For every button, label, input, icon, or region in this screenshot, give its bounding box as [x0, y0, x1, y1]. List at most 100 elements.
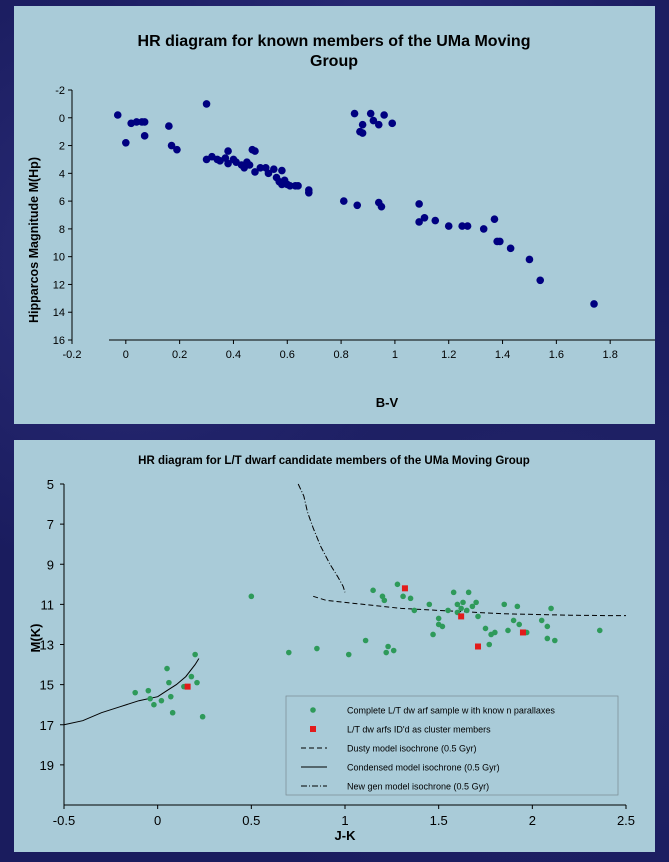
data-point: [224, 147, 232, 155]
data-point-member: [458, 613, 465, 620]
data-point-dwarf: [482, 625, 489, 632]
data-point: [353, 201, 362, 210]
y-tick-label: 5: [47, 477, 54, 492]
data-point-dwarf: [394, 581, 401, 588]
data-point-dwarf: [463, 607, 470, 614]
y-tick-label: 16: [53, 335, 65, 347]
data-point-dwarf: [151, 701, 157, 708]
data-point-dwarf: [426, 601, 433, 608]
data-point-dwarf: [169, 709, 176, 716]
data-point-dwarf: [465, 589, 472, 596]
data-point: [536, 276, 545, 285]
x-axis-label: B-V: [376, 395, 399, 410]
data-point-dwarf: [400, 593, 406, 600]
data-point-dwarf: [486, 641, 493, 648]
data-point-member: [475, 643, 482, 650]
data-point: [140, 132, 149, 140]
data-point-dwarf: [166, 679, 172, 686]
data-point: [358, 120, 367, 129]
data-point: [294, 182, 302, 190]
y-tick-label: -2: [55, 85, 65, 97]
data-point-dwarf: [147, 695, 153, 702]
data-point-dwarf: [473, 599, 479, 606]
data-point-dwarf: [286, 649, 292, 656]
data-point-dwarf: [450, 589, 457, 596]
data-point: [173, 145, 181, 154]
x-tick-label: 1.5: [430, 813, 448, 828]
x-tick-label: 1.6: [549, 349, 564, 361]
legend-swatch: [310, 726, 316, 732]
data-point: [377, 202, 386, 211]
x-tick-label: 1.4: [495, 349, 510, 361]
data-point: [278, 166, 286, 175]
data-point: [458, 222, 466, 230]
data-point-dwarf: [458, 605, 464, 612]
x-axis-label: J-K: [335, 828, 357, 843]
data-point-dwarf: [439, 623, 446, 630]
legend-label: Dusty model isochrone (0.5 Gyr): [347, 744, 477, 754]
data-point: [506, 244, 515, 253]
data-point: [224, 159, 232, 168]
data-point-dwarf: [390, 647, 397, 654]
data-point-dwarf: [435, 615, 442, 622]
isochrone-curve: [313, 595, 626, 617]
data-point-dwarf: [469, 603, 476, 610]
data-point-member: [519, 629, 526, 636]
x-tick-label: 0: [154, 813, 161, 828]
data-point: [496, 237, 504, 246]
data-point-dwarf: [454, 601, 461, 608]
data-point: [113, 111, 122, 119]
y-tick-label: 0: [59, 113, 65, 125]
data-point-dwarf: [167, 693, 174, 700]
data-point: [525, 255, 534, 264]
y-tick-label: 7: [47, 517, 54, 532]
data-point-dwarf: [544, 635, 551, 642]
data-point: [444, 222, 453, 230]
data-point: [590, 300, 598, 308]
data-point: [366, 109, 375, 118]
data-point: [350, 109, 359, 118]
data-point-dwarf: [501, 601, 508, 608]
x-tick-label: 0.8: [333, 349, 348, 361]
data-point-dwarf: [596, 627, 603, 634]
data-point: [415, 218, 423, 226]
data-point: [369, 116, 378, 125]
data-point-dwarf: [548, 605, 554, 612]
data-point: [286, 182, 294, 190]
legend-label: L/T dw arfs ID'd as cluster members: [347, 725, 491, 735]
x-tick-label: 1: [392, 349, 398, 361]
y-tick-label: 2: [59, 141, 65, 153]
x-tick-label: 0.5: [242, 813, 260, 828]
chart-panel-uma-members: HR diagram for known members of the UMa …: [14, 6, 655, 424]
data-point-dwarf: [552, 637, 558, 644]
data-point-dwarf: [199, 713, 206, 720]
x-tick-label: 1.2: [441, 349, 456, 361]
x-tick-label: 0.2: [172, 349, 187, 361]
data-point-dwarf: [192, 651, 198, 658]
data-point-dwarf: [492, 629, 498, 636]
data-point-dwarf: [445, 607, 451, 614]
data-point-dwarf: [158, 697, 165, 704]
isochrone-curve: [63, 658, 200, 726]
y-tick-label: 9: [47, 557, 54, 572]
y-tick-label: 14: [53, 307, 65, 319]
legend-swatch: [310, 707, 316, 713]
data-point: [264, 169, 273, 178]
chart-title-line2: Group: [310, 53, 358, 70]
y-tick-label: 10: [53, 252, 65, 264]
chart-legend: Complete L/T dw arf sample w ith know n …: [285, 695, 619, 796]
hr-diagram-members-chart: HR diagram for known members of the UMa …: [27, 33, 655, 410]
y-axis-label: Hipparcos Magnitude M(Hp): [27, 157, 41, 323]
x-tick-label: 2.5: [617, 813, 635, 828]
data-point-dwarf: [314, 645, 320, 652]
data-point-dwarf: [194, 679, 200, 686]
y-tick-label: 12: [53, 279, 65, 291]
data-point-dwarf: [516, 621, 523, 628]
data-point-dwarf: [132, 689, 138, 696]
data-point-dwarf: [510, 617, 517, 624]
data-point-dwarf: [164, 665, 170, 672]
data-point-dwarf: [248, 593, 255, 600]
data-point-member: [401, 585, 408, 592]
data-point: [270, 165, 278, 173]
y-axis-label: M(K): [28, 624, 43, 653]
